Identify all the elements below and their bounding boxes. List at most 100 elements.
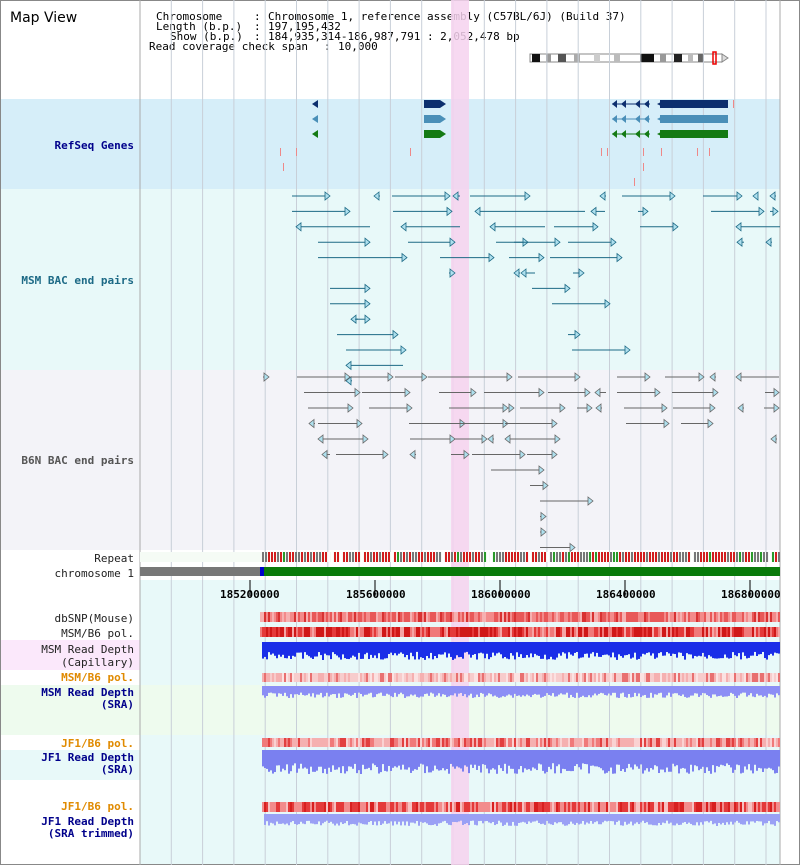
depth-bar	[340, 750, 342, 774]
depth-bar	[634, 686, 636, 693]
msm-bac-pair-arrow	[400, 345, 407, 355]
depth-bar	[380, 686, 382, 693]
repeat-element	[709, 552, 711, 562]
heat-cell	[262, 738, 264, 747]
heat-cell	[454, 738, 456, 747]
heat-cell	[456, 612, 458, 622]
chromosome-ideogram[interactable]	[528, 51, 730, 65]
depth-bar	[642, 686, 644, 696]
heat-cell	[266, 802, 268, 812]
track-label-chromosome[interactable]: chromosome 1	[54, 567, 134, 580]
track-label-msm-depth-sra[interactable]: MSM Read Depth	[41, 686, 134, 699]
depth-bar	[758, 642, 760, 655]
heat-cell	[776, 612, 778, 622]
depth-bar	[476, 750, 478, 770]
depth-bar	[372, 686, 374, 698]
depth-bar	[540, 686, 542, 698]
heat-cell	[504, 673, 506, 682]
depth-bar	[456, 814, 458, 823]
heat-cell	[326, 802, 328, 812]
heat-cell	[440, 612, 442, 622]
depth-bar	[544, 750, 546, 774]
track-label-jf1-depth-trimmed[interactable]: JF1 Read Depth	[41, 815, 134, 828]
repeat-element	[508, 552, 510, 562]
heat-cell	[754, 802, 756, 812]
depth-bar	[412, 814, 414, 823]
msm-bac-pair-arrow	[590, 206, 597, 217]
track-label-b6n-bac[interactable]: B6N BAC end pairs	[21, 454, 134, 467]
depth-bar	[498, 686, 500, 698]
depth-bar	[440, 642, 442, 655]
heat-cell	[614, 627, 616, 637]
depth-bar	[710, 750, 712, 774]
heat-cell	[336, 738, 338, 747]
heat-cell	[722, 612, 724, 622]
heat-cell	[746, 627, 748, 637]
b6n-bac-pair-arrow	[551, 418, 558, 429]
depth-bar	[344, 686, 346, 694]
track-label-dbsnp[interactable]: dbSNP(Mouse)	[54, 612, 134, 625]
heat-cell	[272, 802, 274, 812]
b6n-bac-pair-arrow	[506, 372, 513, 382]
depth-bar	[662, 686, 664, 698]
depth-bar	[744, 814, 746, 825]
depth-bar	[390, 686, 392, 697]
depth-bar	[304, 750, 306, 768]
gene-tick	[697, 148, 698, 156]
heat-cell	[734, 738, 736, 747]
depth-bar	[654, 750, 656, 766]
track-label-jf1-b6-pol[interactable]: JF1/B6 pol.	[61, 737, 134, 750]
heat-cell	[530, 612, 532, 622]
heat-cell	[390, 627, 392, 637]
repeat-element	[664, 552, 666, 562]
heat-cell	[338, 612, 340, 622]
track-label-jf1-depth-trimmed-sub: (SRA trimmed)	[47, 827, 134, 840]
heat-cell	[480, 612, 482, 622]
track-label-msm-bac[interactable]: MSM BAC end pairs	[21, 274, 134, 287]
depth-bar	[630, 814, 632, 822]
heat-cell	[700, 802, 702, 812]
repeat-element	[517, 552, 519, 562]
b6n-bac-pair-arrow	[644, 372, 651, 382]
depth-bar	[636, 750, 638, 767]
heat-cell	[580, 738, 582, 747]
heat-cell	[722, 673, 724, 682]
track-label-refseq[interactable]: RefSeq Genes	[54, 139, 134, 152]
heat-cell	[378, 673, 380, 682]
b6n-bac-pair-arrow	[470, 387, 477, 398]
b6n-bac-pair-arrow	[538, 387, 545, 398]
depth-bar	[408, 642, 410, 660]
b6n-bac-pair-arrow	[344, 372, 351, 382]
heat-cell	[638, 627, 640, 637]
repeat-element	[358, 552, 360, 562]
repeat-element	[283, 552, 285, 562]
depth-bar	[598, 686, 600, 694]
depth-bar	[660, 814, 662, 825]
depth-bar	[444, 814, 446, 821]
heat-cell	[604, 802, 606, 812]
depth-bar	[494, 814, 496, 826]
track-label-msm-b6-pol-2[interactable]: MSM/B6 pol.	[61, 671, 134, 684]
depth-bar	[750, 686, 752, 694]
heat-cell	[422, 673, 424, 682]
repeat-element	[436, 552, 438, 562]
heat-cell	[662, 802, 664, 812]
track-label-repeat[interactable]: Repeat	[94, 552, 134, 565]
repeat-element	[769, 552, 771, 562]
track-label-msm-depth-capillary[interactable]: MSM Read Depth	[41, 643, 134, 656]
depth-bar	[652, 686, 654, 698]
heat-cell	[476, 738, 478, 747]
depth-bar	[700, 686, 702, 696]
depth-bar	[634, 814, 636, 824]
track-label-msm-b6-pol[interactable]: MSM/B6 pol.	[61, 627, 134, 640]
track-label-jf1-depth-sra[interactable]: JF1 Read Depth	[41, 751, 134, 764]
depth-bar	[636, 814, 638, 823]
depth-bar	[624, 750, 626, 772]
repeat-element	[655, 552, 657, 562]
heat-cell	[362, 612, 364, 622]
depth-bar	[432, 642, 434, 660]
heat-cell	[410, 738, 412, 747]
depth-bar	[314, 814, 316, 825]
depth-bar	[442, 750, 444, 769]
track-label-jf1-b6-pol-2[interactable]: JF1/B6 pol.	[61, 800, 134, 813]
